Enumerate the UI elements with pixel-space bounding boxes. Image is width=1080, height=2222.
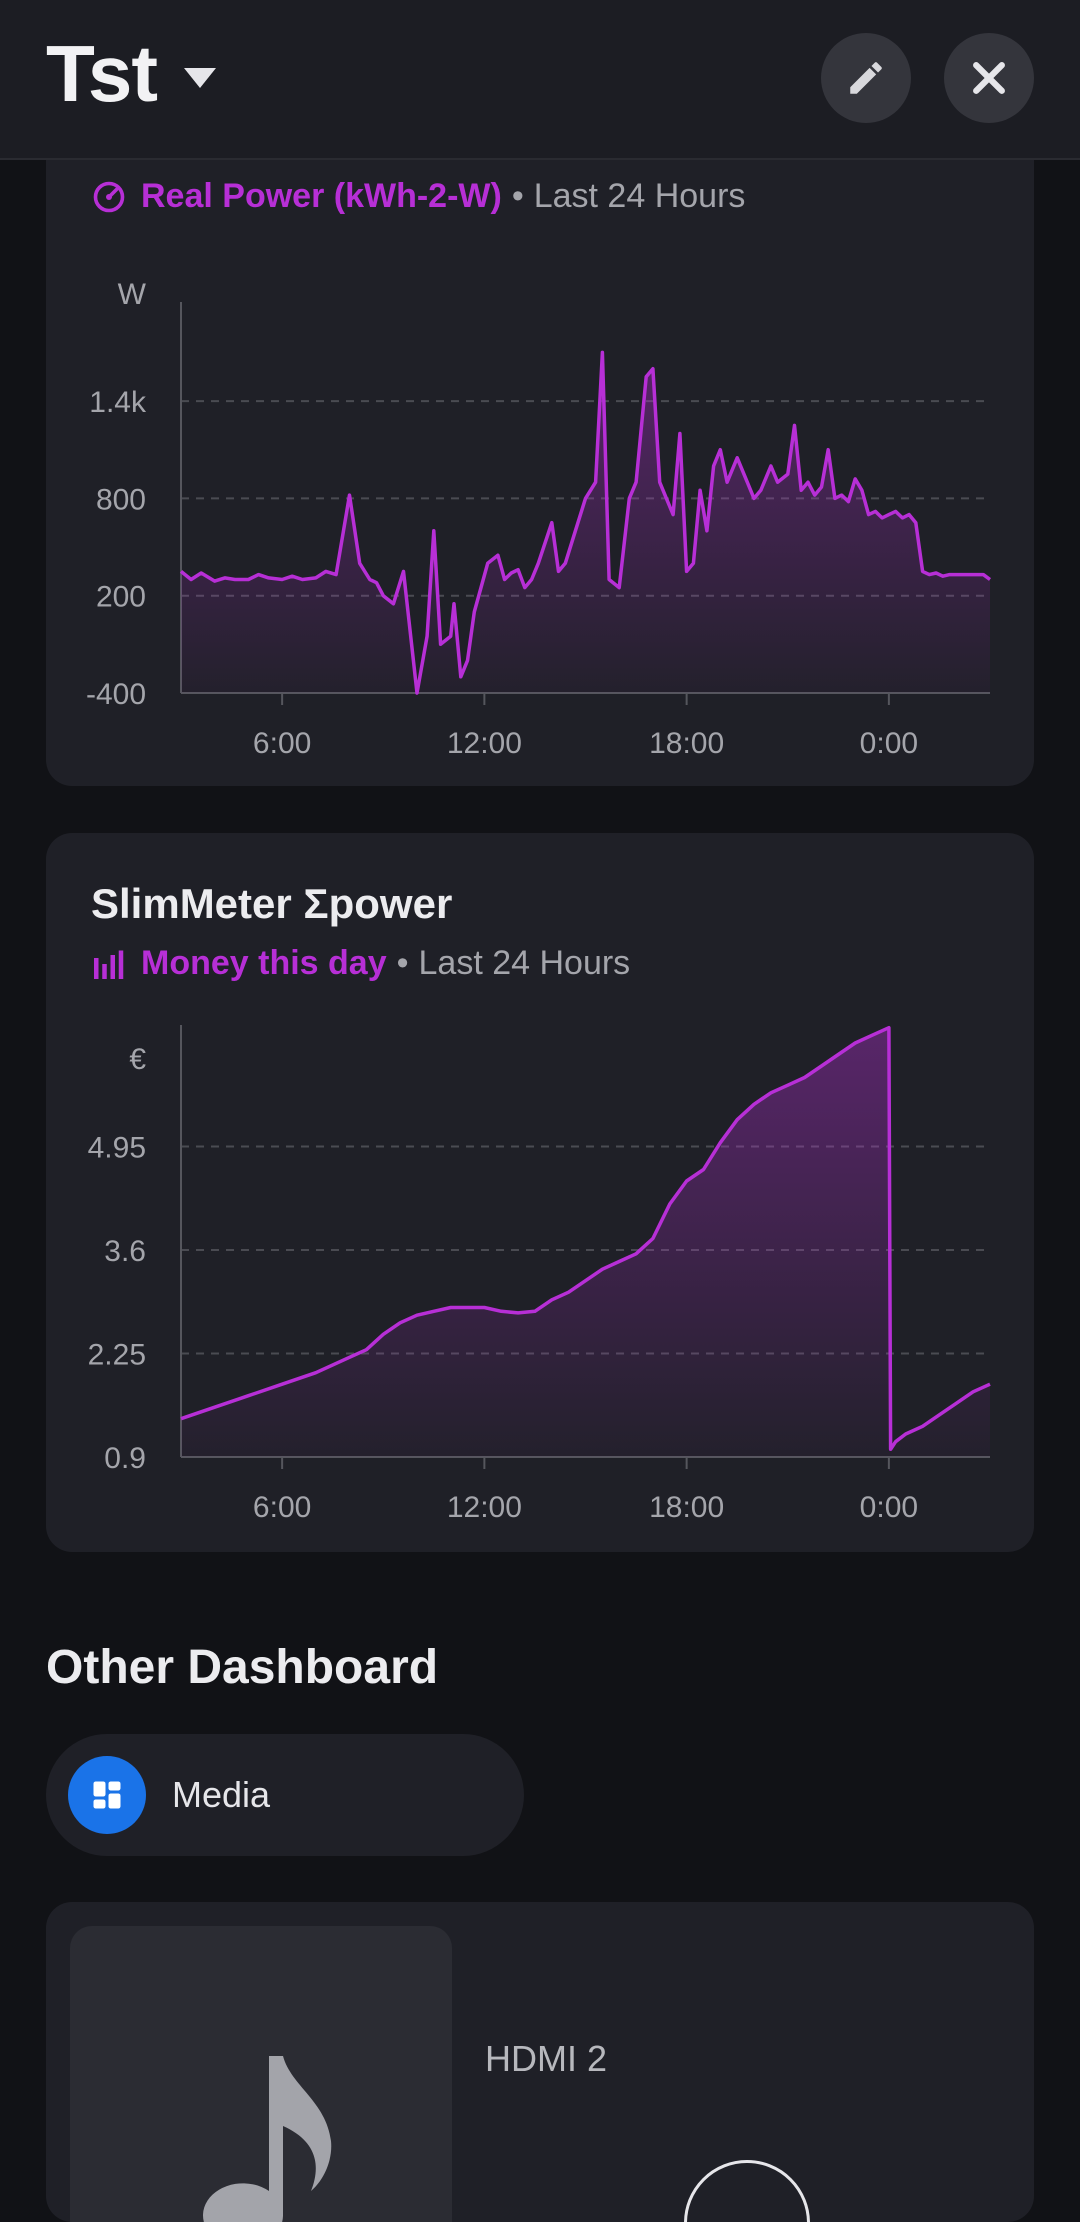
chevron-down-icon[interactable]	[182, 66, 218, 90]
y-axis-unit: €	[129, 1043, 146, 1076]
x-tick-label: 6:00	[253, 1491, 311, 1524]
media-source: HDMI 2	[485, 2038, 608, 2079]
series-line	[180, 1025, 991, 1452]
bar-chart-icon	[94, 950, 124, 979]
time-period: Last 24 Hours	[533, 177, 746, 215]
money-chart[interactable]: 0.9 2.25 3.6 4.95 €6:00 12:00 18:00 0:00	[46, 833, 1034, 1552]
separator-dot: •	[511, 177, 524, 215]
close-button[interactable]	[944, 33, 1034, 123]
y-tick-label: -400	[86, 678, 146, 711]
history-graph-card-money[interactable]: SlimMeter Σpower Money this day • Last 2…	[46, 833, 1034, 1552]
play-pause-button[interactable]	[684, 2160, 810, 2222]
dashboard-title[interactable]: Tst	[46, 29, 158, 118]
music-note-icon	[203, 2056, 332, 2222]
time-period: Last 24 Hours	[418, 944, 631, 982]
power-chart[interactable]: -400 200 800 1.4k W 6:00 12:00 18:00 0:00	[46, 100, 1034, 786]
x-tick-label: 0:00	[860, 727, 918, 760]
series-area	[181, 1027, 990, 1457]
y-tick-label: 4.95	[88, 1132, 146, 1165]
y-axis-unit: W	[118, 278, 147, 311]
media-player-card[interactable]: HDMI 2	[46, 1902, 1034, 2222]
card-subtitle: Money this day • Last 24 Hours	[91, 944, 630, 983]
series-area	[181, 352, 990, 693]
x-tick-label: 18:00	[649, 1491, 724, 1524]
x-tick-label: 12:00	[447, 727, 522, 760]
top-app-bar: Tst	[0, 0, 1080, 160]
y-tick-label: 2.25	[88, 1339, 146, 1372]
dashboard-link-label: Media	[172, 1774, 271, 1815]
pencil-icon	[850, 62, 882, 94]
series-line	[179, 350, 992, 695]
y-tick-label: 200	[96, 581, 146, 614]
card-title: SlimMeter Σpower	[91, 880, 453, 927]
x-tick-label: 6:00	[253, 727, 311, 760]
y-tick-label: 3.6	[104, 1235, 146, 1268]
card-subtitle: Real Power (kWh-2-W) • Last 24 Hours	[91, 177, 745, 216]
separator-dot: •	[396, 944, 409, 982]
gauge-icon	[93, 181, 125, 212]
edit-button[interactable]	[821, 33, 911, 123]
close-icon	[973, 62, 1005, 94]
entity-name[interactable]: Real Power (kWh-2-W)	[141, 177, 502, 215]
other-dashboard-heading: Other Dashboard	[46, 1641, 439, 1694]
x-tick-label: 12:00	[447, 1491, 522, 1524]
x-tick-label: 18:00	[649, 727, 724, 760]
x-tick-label: 0:00	[860, 1491, 918, 1524]
dashboard-icon	[68, 1756, 146, 1834]
y-tick-label: 1.4k	[89, 386, 147, 419]
entity-name[interactable]: Money this day	[141, 944, 387, 982]
y-tick-label: 0.9	[104, 1442, 146, 1475]
y-tick-label: 800	[96, 483, 146, 516]
dashboard-link-media[interactable]: Media	[46, 1734, 524, 1856]
media-artwork	[70, 1926, 452, 2222]
history-graph-card-power[interactable]: Real Power (kWh-2-W) • Last 24 Hours -40…	[46, 100, 1034, 786]
